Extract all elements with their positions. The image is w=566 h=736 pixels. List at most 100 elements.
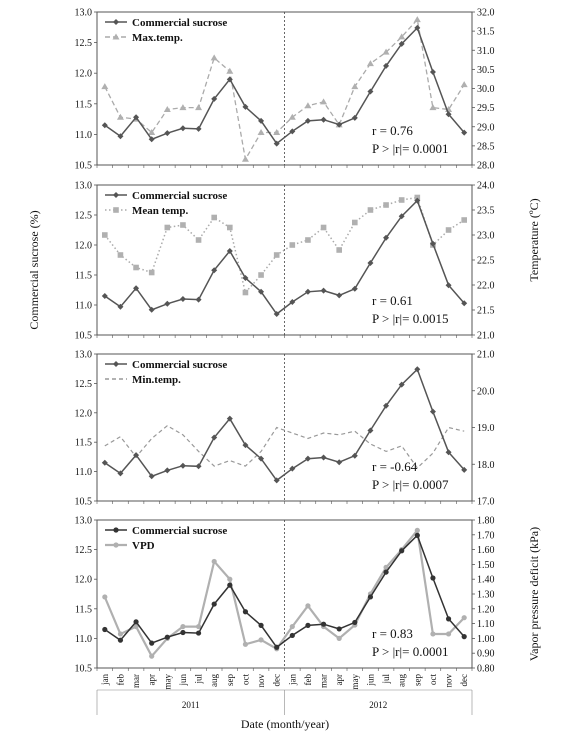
data-point [242,641,249,647]
data-point [305,622,311,628]
data-point [164,467,171,474]
data-point [336,459,343,466]
left-y-axis-title: Commercial sucrose (%) [27,210,41,329]
data-point [211,95,218,102]
month-label: feb [303,674,313,686]
left-tick-label: 11.5 [75,99,92,110]
data-point [179,125,186,132]
data-point [320,116,327,123]
data-point [399,548,405,554]
legend-label: Commercial sucrose [132,17,227,29]
data-point [366,60,374,67]
right-tick-label: 1.30 [477,590,495,601]
month-label: aug [397,674,407,687]
data-point [352,619,358,626]
data-point [117,252,124,258]
data-point [164,224,171,231]
correlation-r: r = 0.83 [372,626,413,641]
data-point [288,113,296,120]
data-point [320,287,327,294]
data-point [461,634,467,640]
left-tick-label: 11.5 [75,271,92,282]
left-tick-label: 12.5 [75,379,93,390]
data-point [148,136,155,143]
data-point [101,293,108,299]
data-point [101,122,108,129]
right-tick-label: 22.0 [477,281,495,292]
left-tick-label: 11.0 [75,467,92,478]
left-tick-label: 10.5 [75,497,93,508]
data-point [304,117,311,124]
data-point [211,434,218,441]
data-point [117,470,124,477]
data-point [117,133,124,140]
data-point [304,288,311,295]
year-label-2011: 2011 [182,700,200,710]
data-point [429,104,437,111]
correlation-r: r = -0.64 [372,459,418,474]
data-point [258,272,264,278]
right-tick-label: 24.0 [477,181,495,192]
left-tick-label: 12.5 [75,545,93,556]
data-point [102,594,108,600]
panel-2 [94,184,475,338]
data-point [180,222,186,228]
x-axis-title: Date (month/year) [241,717,329,731]
right-tick-label: 23.5 [477,206,495,217]
month-label: nov [256,674,266,688]
data-point [149,640,155,646]
month-label: jun [365,674,375,687]
data-point [195,104,203,111]
data-point [133,285,140,292]
data-point [429,408,436,415]
month-label: may [350,674,360,690]
legend-marker [113,207,119,213]
month-label: oct [428,674,438,685]
data-point [352,219,358,226]
data-point [430,575,436,581]
data-point [289,299,296,305]
data-point [133,452,140,459]
p-value: P > |r|= 0.0007 [372,477,449,492]
data-point [305,237,311,243]
data-point [133,114,140,121]
data-point [445,449,452,456]
data-point [195,463,202,470]
right-tick-label: 28.5 [477,141,495,152]
data-point [461,217,467,223]
data-point [383,569,389,575]
month-label: jul [381,674,391,685]
data-point [273,128,281,135]
data-point [195,630,202,636]
legend-label: Commercial sucrose [132,190,227,202]
legend-marker [113,542,119,548]
data-point [179,296,186,302]
correlation-r: r = 0.76 [372,123,413,138]
right-y-axis-title-vpd: Vapor pressure deficit (kPa) [527,527,541,661]
month-label: dec [459,674,469,687]
data-point [258,455,265,462]
data-point [242,103,249,110]
data-point [258,622,264,628]
right-tick-label: 1.40 [477,575,495,586]
left-tick-label: 11.5 [75,438,92,449]
month-label: sep [225,674,235,686]
right-tick-label: 30.5 [477,65,495,76]
data-point [164,130,171,137]
data-point [382,48,390,55]
left-tick-label: 12.0 [75,241,93,252]
data-point [195,296,202,303]
data-point [336,635,342,642]
data-point [383,202,389,208]
left-tick-label: 12.0 [75,575,93,586]
data-point [273,252,280,258]
right-tick-label: 30.0 [477,84,495,95]
data-point [117,637,124,643]
data-point [445,631,452,637]
data-point [164,300,171,307]
left-tick-label: 10.5 [75,161,93,172]
data-point [227,224,233,231]
right-tick-label: 1.70 [477,530,495,541]
data-point [148,473,155,480]
